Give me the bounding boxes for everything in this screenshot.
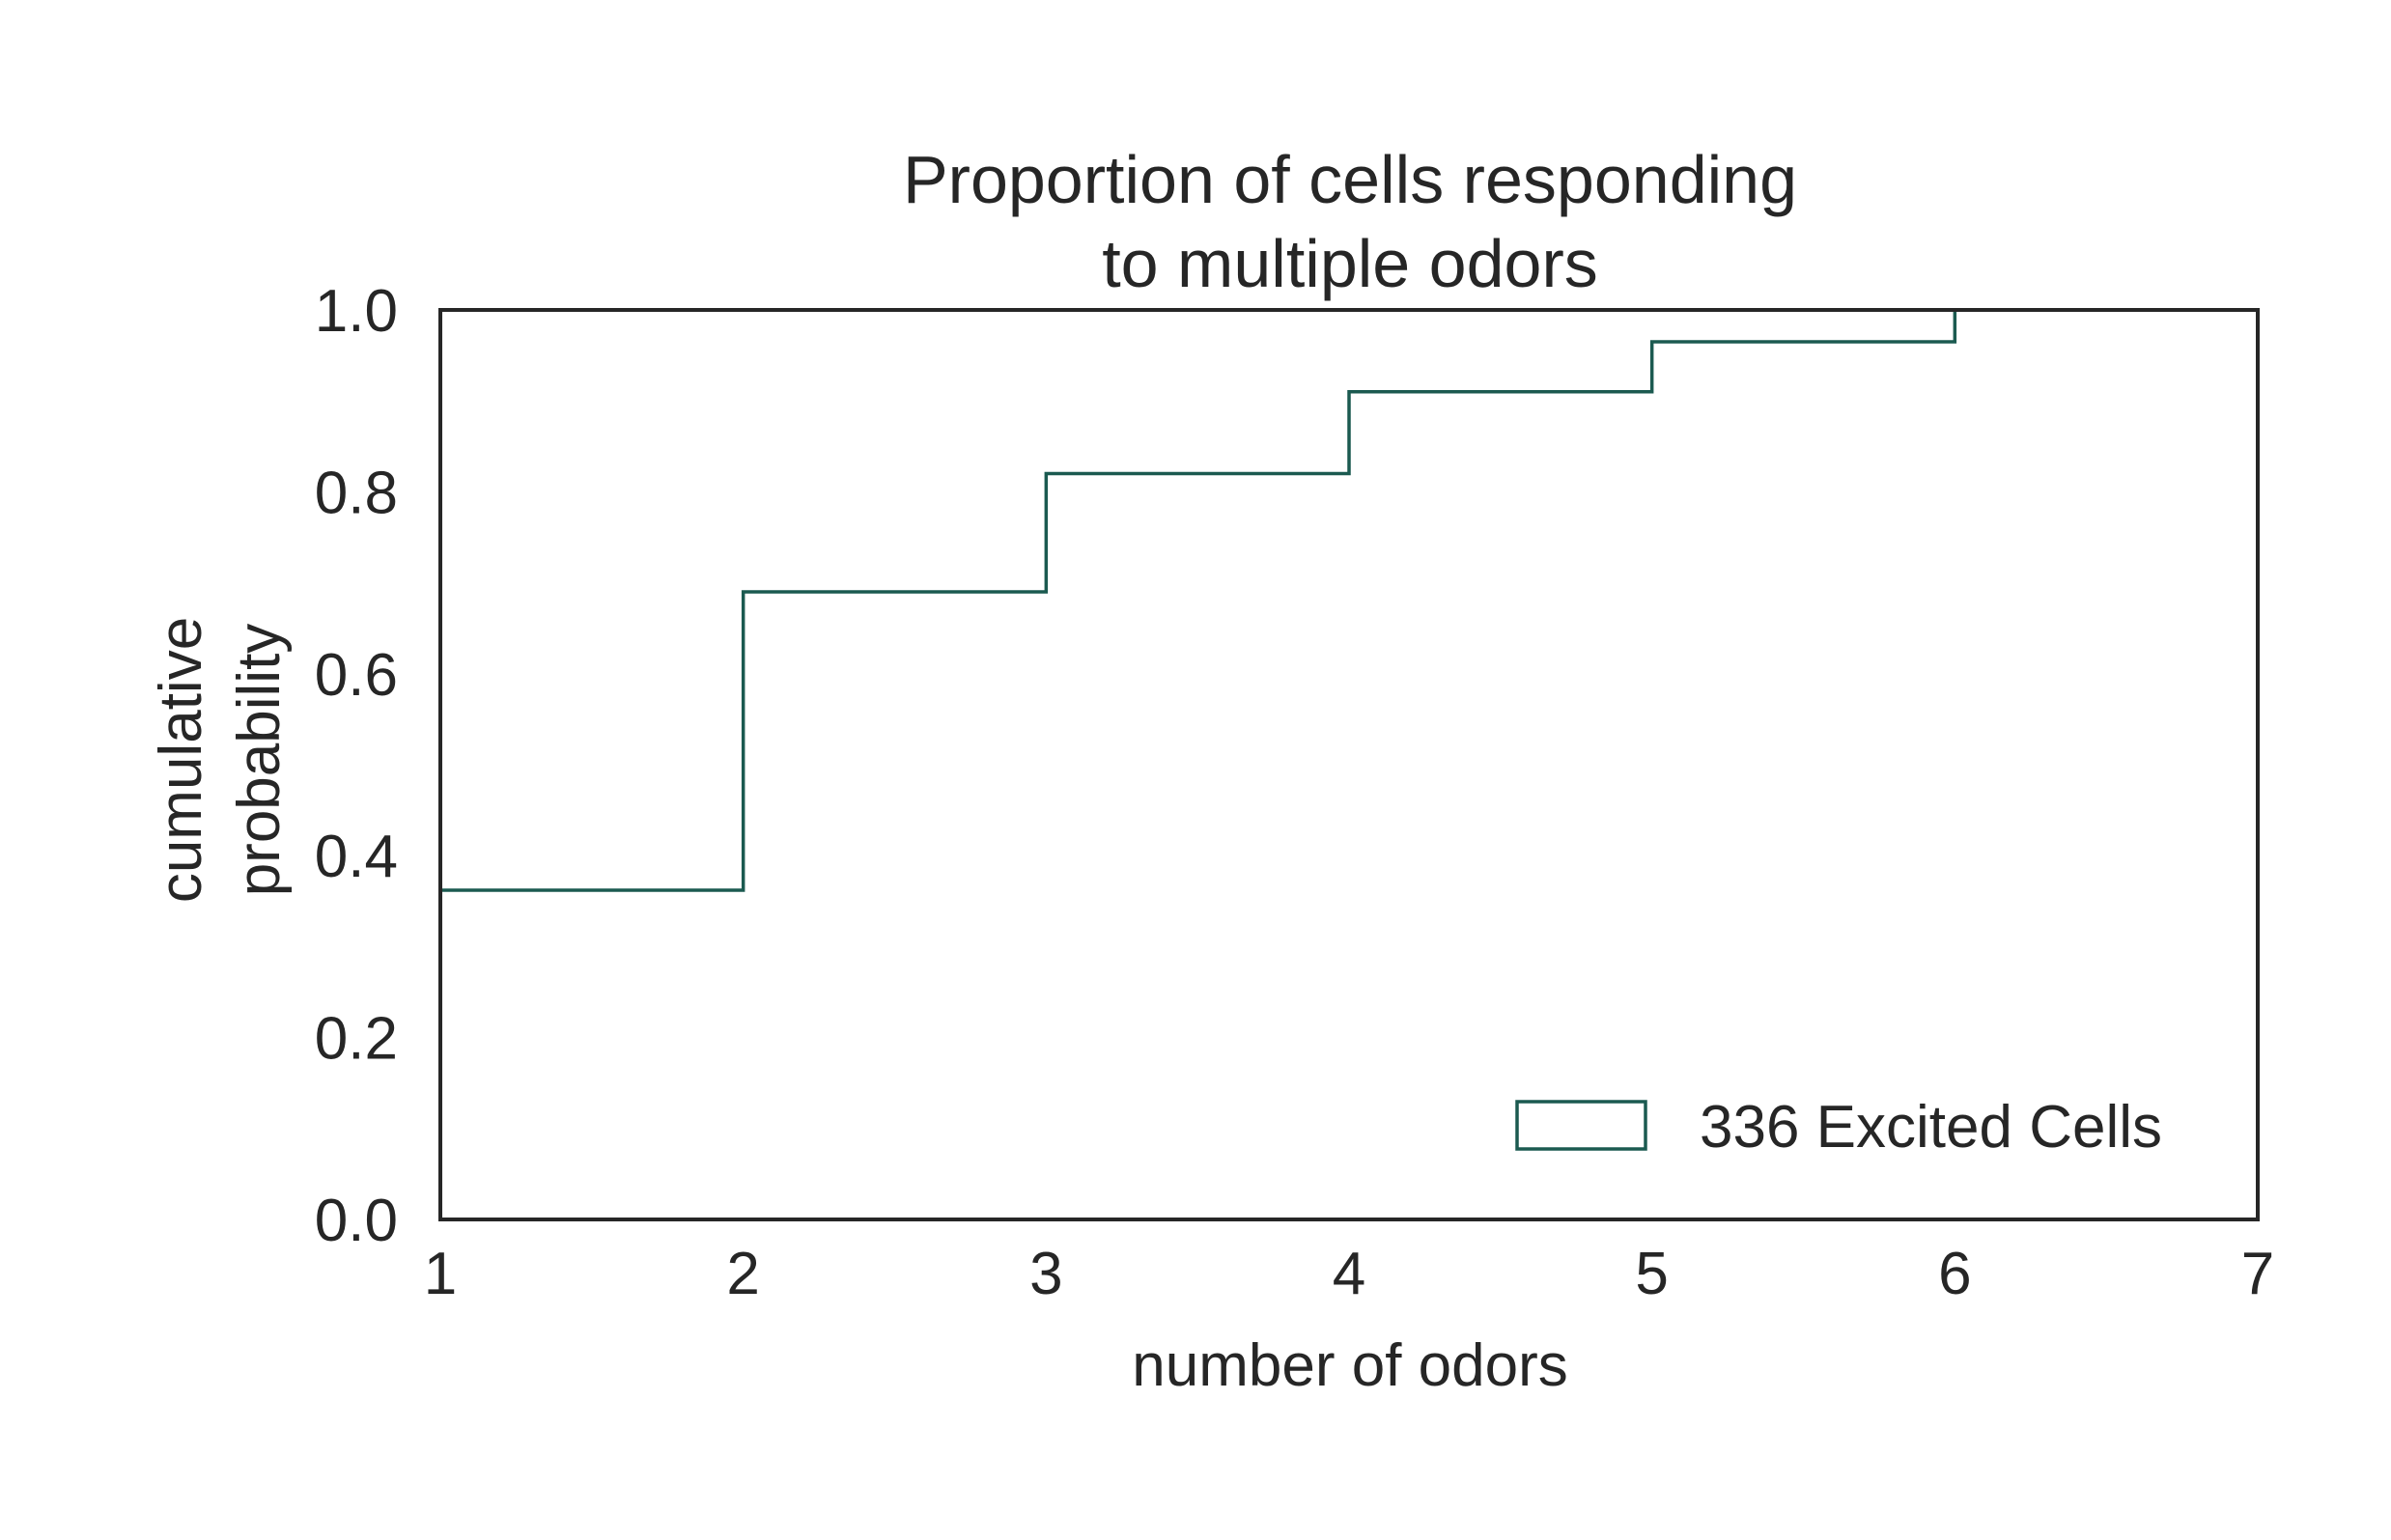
- x-tick-label: 3: [1029, 1241, 1062, 1307]
- x-tick-label: 2: [726, 1241, 759, 1307]
- y-axis-label-line-2: probability: [226, 624, 293, 897]
- x-tick-label: 7: [2241, 1241, 2274, 1307]
- y-tick-label: 0.2: [315, 1006, 398, 1073]
- y-tick-label: 1.0: [315, 278, 398, 345]
- legend: 336 Excited Cells: [1515, 1094, 2162, 1161]
- plot-frame: [438, 308, 2260, 1221]
- chart-title-line-2: to multiple odors: [1102, 226, 1598, 301]
- legend-swatch: [1515, 1100, 1647, 1151]
- series-line-0: [440, 310, 1957, 892]
- y-axis-label: cumulative probability: [148, 617, 293, 903]
- y-tick-label: 0.8: [315, 460, 398, 526]
- x-tick-label: 4: [1333, 1241, 1365, 1307]
- legend-label: 336 Excited Cells: [1700, 1094, 2162, 1161]
- x-tick-label: 6: [1938, 1241, 1971, 1307]
- y-axis-label-line-1: cumulative: [148, 617, 214, 903]
- chart-title-line-1: Proportion of cells responding: [903, 142, 1797, 217]
- y-tick-labels: 0.0 0.2 0.4 0.6 0.8 1.0: [315, 278, 398, 1254]
- y-tick-label: 0.0: [315, 1188, 398, 1254]
- y-tick-label: 0.6: [315, 642, 398, 709]
- x-tick-label: 1: [424, 1241, 457, 1307]
- series-layer: [440, 310, 1957, 892]
- y-tick-label: 0.4: [315, 824, 398, 890]
- x-tick-labels: 1 2 3 4 5 6 7: [424, 1241, 2274, 1307]
- chart-title: Proportion of cells responding to multip…: [903, 142, 1797, 301]
- x-axis-label: number of odors: [1132, 1332, 1567, 1399]
- x-tick-label: 5: [1635, 1241, 1668, 1307]
